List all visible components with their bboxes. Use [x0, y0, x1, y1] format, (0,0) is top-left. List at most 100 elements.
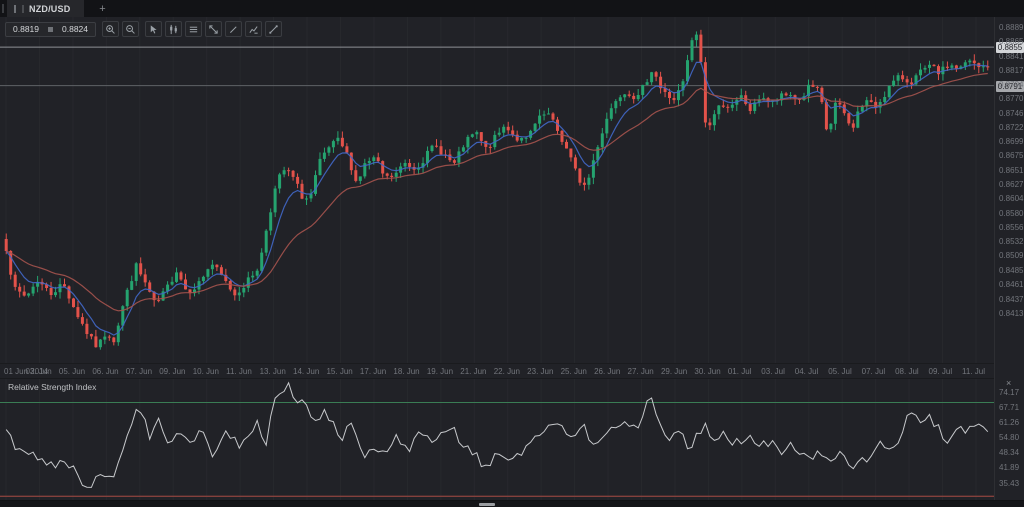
price-pane — [0, 17, 994, 363]
price-tick: 0.8556 — [999, 223, 1024, 232]
chart-type-button[interactable] — [165, 21, 182, 37]
time-label: 08. Jul — [895, 367, 919, 376]
time-label: 14. Jun — [293, 367, 320, 376]
fullscreen-button[interactable] — [205, 21, 222, 37]
tab-nzdusd[interactable]: NZD/USD — [7, 0, 85, 17]
time-label: 19. Jun — [426, 367, 454, 376]
chart-toolbar: 0.8819 0.8824 — [5, 21, 282, 37]
price-tick: 0.8627 — [999, 180, 1024, 189]
time-label: 05. Jul — [828, 367, 852, 376]
edit-chart-button[interactable] — [245, 21, 262, 37]
price-tick: 0.8437 — [999, 295, 1024, 304]
rsi-tick: 41.89 — [999, 463, 1020, 472]
time-label: 27. Jun — [627, 367, 654, 376]
tab-grip — [2, 4, 4, 13]
price-tick: 0.8580 — [999, 209, 1024, 218]
time-label: 21. Jun — [460, 367, 487, 376]
time-axis[interactable]: 01 Jun 2014 03. Jun 05. Jun 06. Jun 07. Jun 0… — [0, 363, 994, 379]
price-tick: 0.8604 — [999, 194, 1024, 203]
price-tick: 0.8699 — [999, 137, 1024, 146]
time-label: 03. Jun — [25, 367, 52, 376]
candlestick-chart[interactable] — [0, 17, 994, 363]
price-tick: 0.8532 — [999, 237, 1024, 246]
zoom-in-icon — [106, 24, 115, 34]
rsi-chart[interactable] — [0, 379, 994, 501]
rsi-tick: 48.34 — [999, 448, 1020, 457]
time-label: 03. Jul — [761, 367, 785, 376]
time-label: 05. Jun — [58, 367, 86, 376]
expand-icon — [209, 24, 218, 34]
time-label: 10. Jun — [192, 367, 219, 376]
sell-price-button[interactable]: 0.8819 — [13, 23, 39, 34]
new-tab-button[interactable]: + — [99, 2, 106, 15]
time-label: 01. Jul — [727, 367, 752, 376]
rsi-tick: 54.80 — [999, 433, 1020, 442]
rsi-title: Relative Strength Index — [8, 382, 97, 392]
rsi-tick: 35.43 — [999, 479, 1020, 488]
time-label: 09. Jul — [928, 367, 953, 376]
candlestick-icon — [170, 24, 177, 34]
time-label: 07. Jul — [861, 367, 886, 376]
draw-button[interactable] — [225, 21, 242, 37]
trend-line-button[interactable] — [265, 21, 282, 37]
rsi-tick: 61.26 — [999, 418, 1020, 427]
price-tick: 0.8461 — [999, 280, 1024, 289]
pencil-icon — [230, 25, 237, 33]
time-label: 18. Jun — [393, 367, 420, 376]
time-label: 23. Jun — [527, 367, 554, 376]
price-tick: 0.8794 — [999, 80, 1024, 89]
time-label: 06. Jun — [92, 367, 119, 376]
tools-group — [145, 21, 282, 37]
quote-panel: 0.8819 0.8824 — [5, 21, 96, 37]
scrollbar-handle[interactable] — [479, 503, 495, 506]
price-marker-badge[interactable]: 0.8791 — [996, 81, 1024, 92]
price-tick: 0.8889 — [999, 23, 1024, 32]
price-tick: 0.8651 — [999, 166, 1024, 175]
time-label: 07. Jun — [125, 367, 153, 376]
price-tick: 0.8817 — [999, 66, 1024, 75]
price-tick: 0.8722 — [999, 123, 1024, 132]
time-label: 22. Jun — [493, 367, 520, 376]
buy-price-button[interactable]: 0.8824 — [62, 23, 88, 34]
bottom-scrollbar — [0, 500, 1024, 507]
zoom-out-icon — [126, 24, 135, 34]
instrument-icon — [14, 4, 24, 13]
time-label: 11. Jul — [962, 367, 985, 376]
price-tick: 0.8485 — [999, 266, 1024, 275]
price-tick: 0.8746 — [999, 109, 1024, 118]
time-label: 29. Jun — [660, 367, 688, 376]
zoom-in-button[interactable] — [102, 21, 119, 37]
time-label: 13. Jun — [259, 367, 286, 376]
time-label: 17. Jun — [359, 367, 387, 376]
time-label: 25. Jun — [560, 367, 587, 376]
rsi-pane: Relative Strength Index — [0, 378, 994, 501]
price-tick: 0.8675 — [999, 151, 1024, 160]
tab-label: NZD/USD — [29, 3, 71, 14]
time-label: 30. Jun — [694, 367, 721, 376]
time-label: 26. Jun — [594, 367, 621, 376]
price-tick: 0.8865 — [999, 37, 1024, 46]
price-tick: 0.8509 — [999, 251, 1024, 260]
rsi-close-button[interactable]: × — [1006, 378, 1012, 388]
time-label: 09. Jun — [159, 367, 186, 376]
zoom-out-button[interactable] — [122, 21, 139, 37]
zoom-group — [102, 21, 139, 37]
chart-objects-button[interactable] — [185, 21, 202, 37]
cursor-tool-button[interactable] — [145, 21, 162, 37]
price-marker-badge[interactable]: 0.8855 — [996, 42, 1024, 53]
quote-handle-icon — [48, 26, 53, 32]
tab-bar: NZD/USD + — [0, 0, 1024, 17]
rsi-tick: 74.17 — [999, 388, 1020, 397]
time-label: 11. Jun — [226, 367, 252, 376]
time-label: 15. Jun — [326, 367, 353, 376]
chart-edit-icon — [249, 25, 258, 34]
price-tick: 0.8770 — [999, 94, 1024, 103]
list-icon — [189, 26, 198, 32]
price-tick: 0.8413 — [999, 309, 1024, 318]
trend-line-icon — [269, 24, 278, 34]
rsi-tick: 67.71 — [999, 403, 1020, 412]
cursor-icon — [150, 24, 157, 34]
time-label: 04. Jul — [794, 367, 819, 376]
price-axis[interactable]: × 0.8855 0.8791 0.8889 0.8865 0.8841 0.8817 0.… — [994, 17, 1024, 500]
